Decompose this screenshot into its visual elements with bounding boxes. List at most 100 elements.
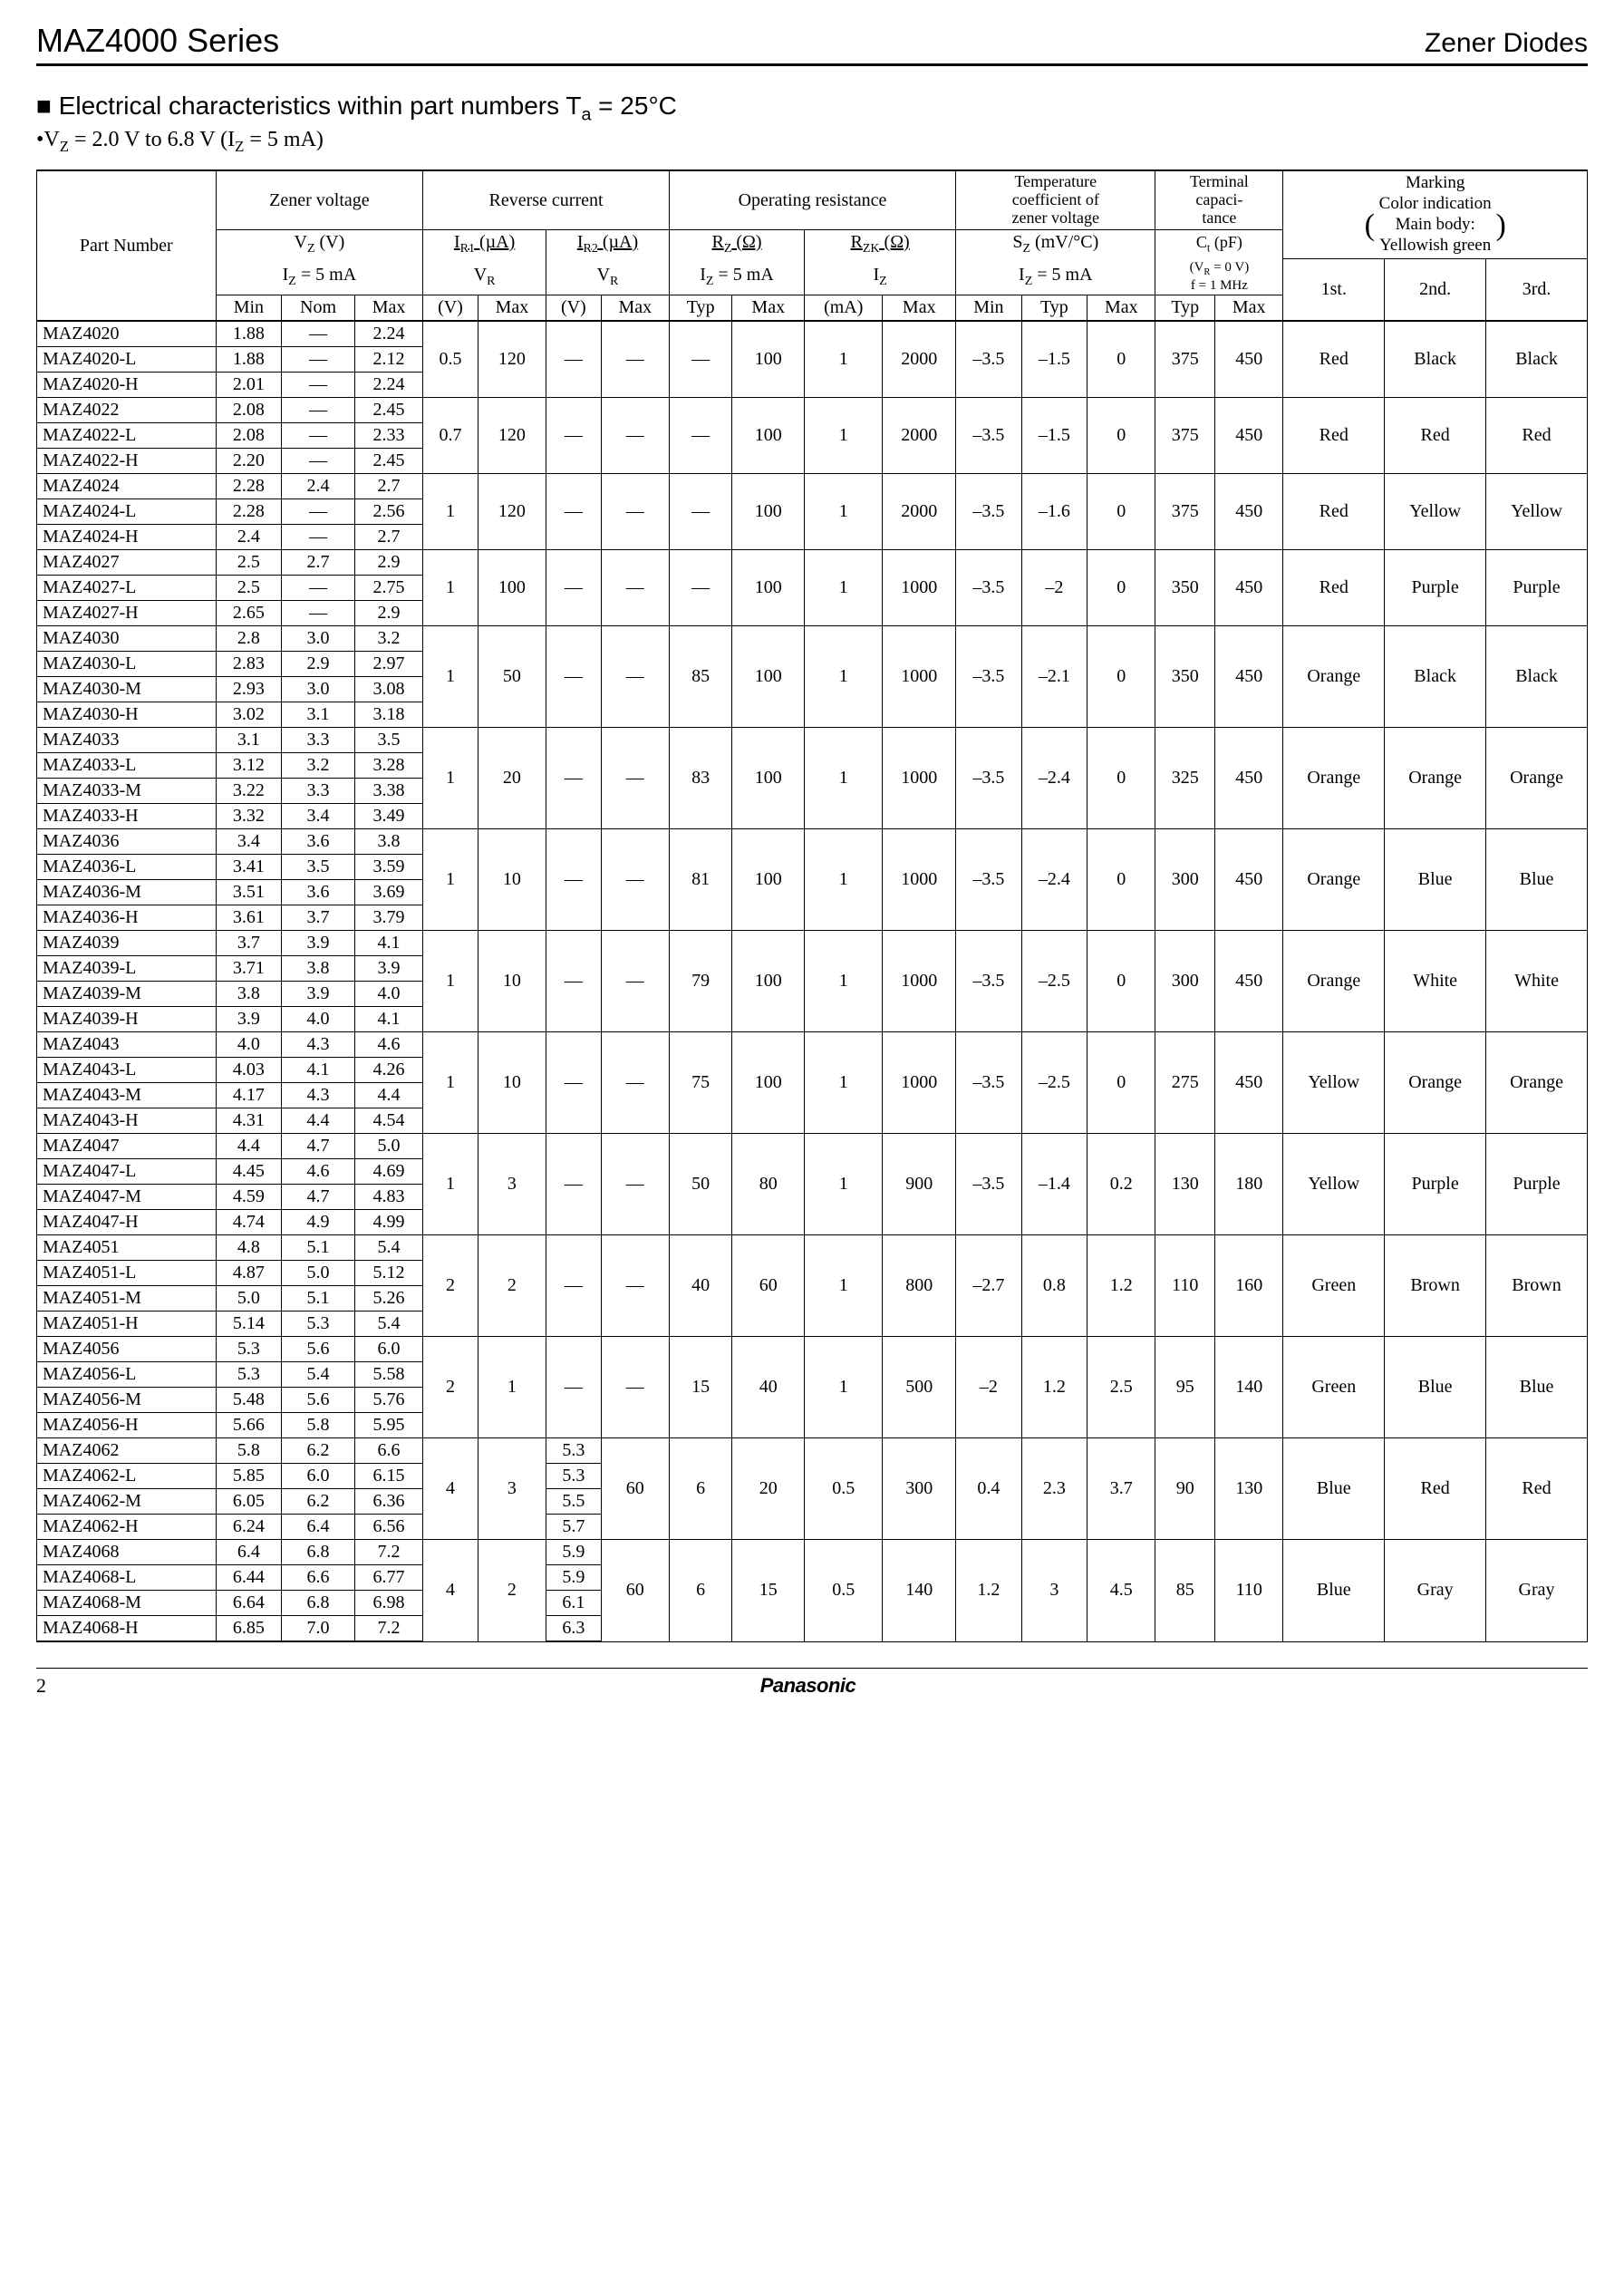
cell-vz-nom: 3.3 [282,728,355,753]
cell-ir1-max: 3 [478,1438,546,1540]
cell-vz-max: 6.77 [354,1565,422,1591]
cell-sz-min: –2.7 [956,1235,1022,1337]
cell-color-3rd: Black [1486,321,1588,398]
cell-vz-max: 2.7 [354,474,422,499]
cell-sz-min: –3.5 [956,474,1022,550]
cell-vz-nom: 6.0 [282,1464,355,1489]
cell-ir2-vr: 6.3 [546,1616,602,1642]
cell-vz-nom: — [282,525,355,550]
cell-ir1-max: 3 [478,1134,546,1235]
cell-ir1-max: 20 [478,728,546,829]
cell-color-3rd: White [1486,931,1588,1032]
cell-color-1st: Yellow [1283,1032,1385,1134]
cell-color-2nd: Blue [1385,1337,1486,1438]
cell-part-number: MAZ4033-M [37,779,217,804]
cell-part-number: MAZ4039-H [37,1007,217,1032]
cell-vz-nom: 4.1 [282,1058,355,1083]
cell-color-2nd: Gray [1385,1540,1486,1642]
cell-rzk-max: 500 [883,1337,956,1438]
cell-ir1-max: 10 [478,931,546,1032]
cell-rz-max: 100 [732,1032,805,1134]
cell-vz-nom: — [282,398,355,423]
table-row: MAZ40222.08—2.450.7120———10012000–3.5–1.… [37,398,1588,423]
cell-vz-nom: 5.1 [282,1235,355,1261]
cell-vz-nom: — [282,373,355,398]
cell-color-1st: Green [1283,1337,1385,1438]
cell-vz-max: 3.8 [354,829,422,855]
cell-sz-typ: 2.3 [1021,1438,1088,1540]
col-ir1-v: (V) [423,295,478,322]
cell-vz-min: 4.74 [216,1210,282,1235]
cell-rz-max: 100 [732,398,805,474]
cell-vz-nom: 5.6 [282,1337,355,1362]
cell-rz-typ: 40 [669,1235,731,1337]
cell-part-number: MAZ4030-M [37,677,217,702]
cell-vz-nom: — [282,321,355,347]
cell-part-number: MAZ4030-H [37,702,217,728]
cell-sz-max: 0 [1088,398,1155,474]
cell-ct-max: 450 [1215,474,1283,550]
cell-vz-max: 2.12 [354,347,422,373]
cell-ct-typ: 95 [1155,1337,1215,1438]
cell-vz-max: 3.18 [354,702,422,728]
cell-sz-typ: –2 [1021,550,1088,626]
col-sz-min: Min [956,295,1022,322]
cell-vz-nom: 5.4 [282,1362,355,1388]
cell-rz-typ: — [669,550,731,626]
cell-part-number: MAZ4068-L [37,1565,217,1591]
table-row: MAZ40686.46.87.2425.9606150.51401.234.58… [37,1540,1588,1565]
cell-sz-min: –3.5 [956,1032,1022,1134]
cell-vz-nom: — [282,601,355,626]
cell-ct-typ: 375 [1155,321,1215,398]
cell-rzk-iz: 1 [805,1032,883,1134]
cell-vz-max: 4.0 [354,982,422,1007]
cell-part-number: MAZ4024-H [37,525,217,550]
cell-vz-min: 3.71 [216,956,282,982]
cell-ct-max: 140 [1215,1337,1283,1438]
cell-part-number: MAZ4047-H [37,1210,217,1235]
cell-vz-min: 6.64 [216,1591,282,1616]
cell-vz-nom: 7.0 [282,1616,355,1642]
cell-ir2-vr: — [546,931,602,1032]
cell-ct-typ: 275 [1155,1032,1215,1134]
col-ir2-max: Max [601,295,669,322]
cell-part-number: MAZ4047 [37,1134,217,1159]
cell-rzk-max: 900 [883,1134,956,1235]
cell-rzk-iz: 1 [805,1235,883,1337]
cell-ir2-vr: 5.3 [546,1464,602,1489]
cell-vz-nom: 4.9 [282,1210,355,1235]
cell-part-number: MAZ4020-L [37,347,217,373]
cell-sz-typ: –1.6 [1021,474,1088,550]
cell-vz-max: 2.56 [354,499,422,525]
cell-part-number: MAZ4056-M [37,1388,217,1413]
cell-vz-max: 3.49 [354,804,422,829]
cell-part-number: MAZ4047-M [37,1185,217,1210]
col-part-number: Part Number [37,170,217,321]
cell-vz-max: 4.69 [354,1159,422,1185]
cell-rz-typ: 6 [669,1438,731,1540]
cell-vz-min: 3.4 [216,829,282,855]
cell-ir1-vr: 0.7 [423,398,478,474]
cell-vz-min: 2.83 [216,652,282,677]
cell-vz-min: 5.66 [216,1413,282,1438]
cell-color-3rd: Red [1486,1438,1588,1540]
cell-vz-min: 6.24 [216,1515,282,1540]
cell-part-number: MAZ4051 [37,1235,217,1261]
cell-vz-min: 5.8 [216,1438,282,1464]
cell-ir2-max: 60 [601,1438,669,1540]
cell-vz-max: 4.99 [354,1210,422,1235]
cell-color-2nd: Black [1385,321,1486,398]
cell-vz-max: 3.79 [354,905,422,931]
cell-ir2-vr: 5.3 [546,1438,602,1464]
cell-sz-min: –3.5 [956,550,1022,626]
cell-sz-typ: –1.4 [1021,1134,1088,1235]
cell-sz-min: –3.5 [956,626,1022,728]
cell-rz-typ: — [669,398,731,474]
col-ir1-max: Max [478,295,546,322]
cell-part-number: MAZ4020 [37,321,217,347]
cell-ct-max: 110 [1215,1540,1283,1642]
table-row: MAZ40272.52.72.91100———10011000–3.5–2035… [37,550,1588,576]
cell-vz-min: 1.88 [216,347,282,373]
cell-rzk-max: 1000 [883,626,956,728]
cell-sz-min: –3.5 [956,931,1022,1032]
